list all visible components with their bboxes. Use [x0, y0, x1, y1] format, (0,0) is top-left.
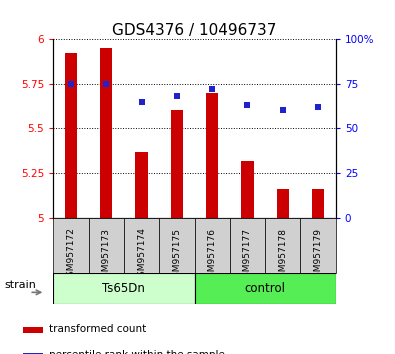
Text: percentile rank within the sample: percentile rank within the sample [49, 350, 224, 354]
Text: GSM957177: GSM957177 [243, 228, 252, 282]
Bar [100, 48, 113, 218]
Text: Ts65Dn: Ts65Dn [102, 282, 145, 295]
Text: GSM957175: GSM957175 [172, 228, 181, 282]
Bar [53, 273, 195, 304]
Bar [135, 152, 148, 218]
Bar [23, 327, 43, 333]
Text: transformed count: transformed count [49, 324, 146, 334]
Text: GSM957178: GSM957178 [278, 228, 287, 282]
Bar [301, 218, 336, 273]
Title: GDS4376 / 10496737: GDS4376 / 10496737 [112, 23, 277, 38]
Bar [312, 189, 324, 218]
Text: strain: strain [4, 280, 36, 290]
Point [68, 81, 74, 86]
Bar [195, 218, 230, 273]
Bar [265, 218, 301, 273]
Bar [53, 218, 88, 273]
Bar [276, 189, 289, 218]
Point [315, 104, 321, 110]
Point [103, 81, 109, 86]
Point [209, 86, 215, 92]
Text: GSM957174: GSM957174 [137, 228, 146, 282]
Bar [159, 218, 194, 273]
Bar [230, 218, 265, 273]
Point [174, 93, 180, 99]
Bar [241, 160, 254, 218]
Text: control: control [245, 282, 286, 295]
Bar [206, 93, 218, 218]
Point [138, 99, 145, 104]
Point [280, 108, 286, 113]
Bar [171, 110, 183, 218]
Point [245, 102, 251, 108]
Bar [23, 353, 43, 354]
Text: GSM957173: GSM957173 [102, 228, 111, 282]
Text: GSM957172: GSM957172 [66, 228, 75, 282]
Text: GSM957176: GSM957176 [208, 228, 217, 282]
Text: GSM957179: GSM957179 [314, 228, 323, 282]
Bar [65, 53, 77, 218]
Bar [88, 218, 124, 273]
Bar [124, 218, 159, 273]
Bar [195, 273, 336, 304]
